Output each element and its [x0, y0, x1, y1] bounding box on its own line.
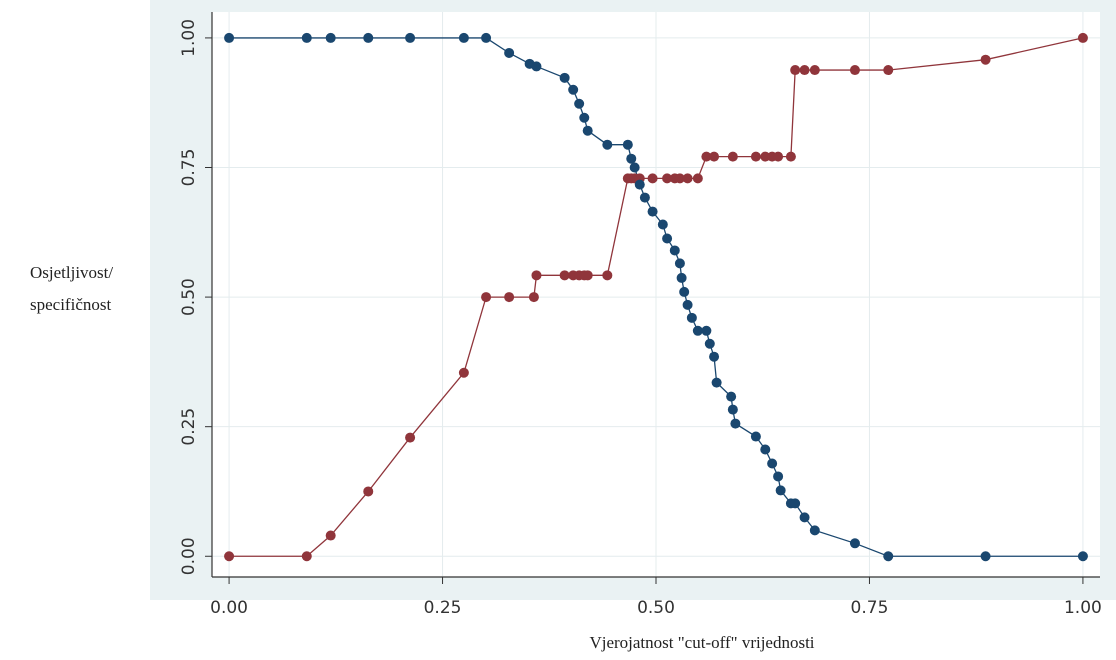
point: [301, 32, 312, 43]
point: [773, 471, 784, 482]
y-axis-title: Osjetljivost/: [30, 263, 113, 282]
y-axis-title: specifičnost: [30, 295, 111, 314]
point: [701, 151, 712, 162]
point: [528, 292, 539, 303]
point: [481, 32, 492, 43]
point: [750, 151, 761, 162]
point: [709, 351, 720, 362]
point: [790, 498, 801, 509]
point: [582, 125, 593, 136]
point: [726, 391, 737, 402]
point: [481, 292, 492, 303]
x-axis-title: Vjerojatnost "cut-off" vrijednosti: [589, 633, 814, 652]
y-tick-label: 0.25: [179, 408, 199, 446]
point: [629, 162, 640, 173]
point: [980, 551, 991, 562]
point: [679, 286, 690, 297]
point: [458, 32, 469, 43]
point: [682, 173, 693, 184]
point: [301, 551, 312, 562]
point: [785, 151, 796, 162]
x-tick-label: 1.00: [1064, 598, 1102, 618]
point: [704, 338, 715, 349]
y-tick-label: 0.50: [179, 278, 199, 316]
y-tick-label: 0.00: [179, 537, 199, 575]
point: [682, 299, 693, 310]
point: [626, 153, 637, 164]
y-tick-label: 1.00: [179, 19, 199, 57]
x-tick-label: 0.75: [851, 598, 889, 618]
point: [531, 61, 542, 72]
point: [622, 139, 633, 150]
point: [647, 206, 658, 217]
point: [662, 173, 673, 184]
point: [730, 418, 741, 429]
point: [325, 530, 336, 541]
point: [883, 65, 894, 76]
point: [579, 112, 590, 123]
point: [674, 258, 685, 269]
x-tick-label: 0.50: [637, 598, 675, 618]
point: [692, 325, 703, 336]
point: [504, 292, 515, 303]
point: [405, 432, 416, 443]
point: [662, 233, 673, 244]
point: [568, 84, 579, 95]
point: [224, 32, 235, 43]
point: [760, 444, 771, 455]
point: [727, 404, 738, 415]
point: [727, 151, 738, 162]
point: [883, 551, 894, 562]
point: [405, 32, 416, 43]
point: [790, 65, 801, 76]
point: [767, 458, 778, 469]
point: [711, 377, 722, 388]
x-tick-label: 0.00: [210, 598, 248, 618]
point: [676, 272, 687, 283]
point: [504, 47, 515, 58]
y-tick-label: 0.75: [179, 149, 199, 187]
point: [709, 151, 720, 162]
point: [363, 486, 374, 497]
point: [582, 270, 593, 281]
point: [809, 65, 820, 76]
x-tick-label: 0.25: [424, 598, 462, 618]
point: [773, 151, 784, 162]
point: [602, 139, 613, 150]
point: [224, 551, 235, 562]
point: [686, 312, 697, 323]
point: [775, 485, 786, 496]
point: [325, 32, 336, 43]
point: [849, 65, 860, 76]
point: [639, 192, 650, 203]
point: [760, 151, 771, 162]
point: [669, 245, 680, 256]
point: [849, 538, 860, 549]
point: [750, 431, 761, 442]
point: [799, 65, 810, 76]
point: [799, 512, 810, 523]
point: [980, 54, 991, 65]
point: [363, 32, 374, 43]
point: [692, 173, 703, 184]
point: [701, 325, 712, 336]
point: [574, 98, 585, 109]
point: [647, 173, 658, 184]
point: [674, 173, 685, 184]
point: [634, 179, 645, 190]
point: [458, 367, 469, 378]
point: [531, 270, 542, 281]
point: [1077, 32, 1088, 43]
point: [809, 525, 820, 536]
point: [559, 72, 570, 83]
point: [1077, 551, 1088, 562]
point: [657, 219, 668, 230]
point: [602, 270, 613, 281]
point: [559, 270, 570, 281]
